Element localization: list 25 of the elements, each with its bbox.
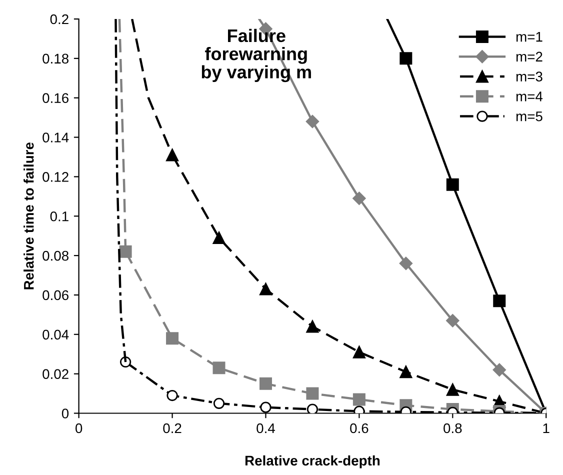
legend-label: m=3 xyxy=(516,72,542,82)
x-tick-label: 1 xyxy=(543,423,550,434)
y-tick-label: 0.2 xyxy=(50,14,68,24)
legend-label: m=2 xyxy=(516,52,542,62)
y-tick-label: 0.06 xyxy=(42,290,68,300)
y-axis-title: Relative time to failure xyxy=(24,142,34,290)
annotation: Failure forewarning by varying m xyxy=(202,28,311,82)
legend-label: m=5 xyxy=(516,112,542,122)
x-tick-label: 0 xyxy=(76,423,82,434)
x-tick-label: 0.2 xyxy=(163,423,182,434)
x-axis-title: Relative crack-depth xyxy=(245,455,380,468)
y-tick-label: 0.14 xyxy=(42,132,69,142)
x-tick-label: 0.6 xyxy=(350,423,368,434)
x-tick-label: 0.8 xyxy=(444,423,462,434)
y-tick-label: 0.02 xyxy=(42,369,68,379)
y-tick-label: 0 xyxy=(62,408,69,418)
y-tick-label: 0.18 xyxy=(42,54,68,64)
y-tick-label: 0.12 xyxy=(42,172,68,182)
y-tick-label: 0.08 xyxy=(42,250,68,261)
legend-label: m=1 xyxy=(516,32,542,42)
y-tick-label: 0.1 xyxy=(50,211,68,222)
y-tick-label: 0.16 xyxy=(42,93,68,104)
legend-label: m=4 xyxy=(516,92,543,102)
x-tick-label: 0.4 xyxy=(256,423,275,434)
y-tick-label: 0.04 xyxy=(42,330,69,340)
